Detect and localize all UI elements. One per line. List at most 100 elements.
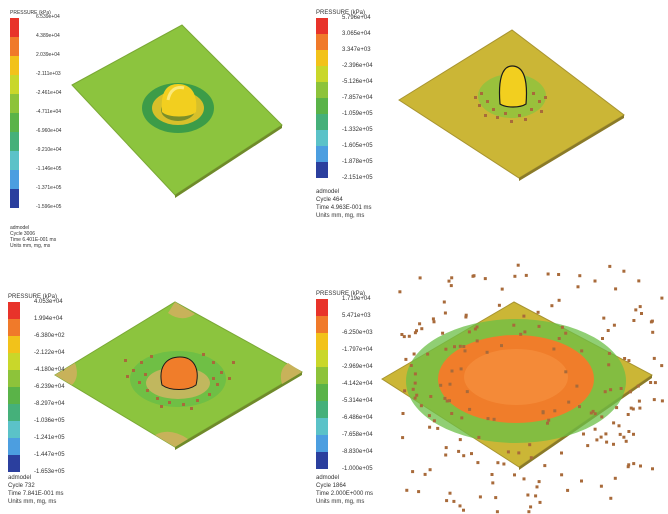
debris-particle	[547, 418, 551, 422]
debris-particle	[627, 430, 631, 433]
debris-particle	[639, 464, 642, 468]
debris-particle	[612, 323, 616, 327]
debris-particle	[431, 317, 435, 321]
debris-particle	[546, 272, 550, 276]
debris-particle	[560, 451, 563, 455]
tick-label: 6.539e+04	[36, 14, 60, 20]
debris-particle	[534, 494, 538, 498]
tick-label: -1.332e+05	[342, 127, 373, 133]
debris-particle	[413, 396, 417, 400]
debris-particle	[607, 363, 611, 367]
debris-particle	[638, 305, 642, 309]
debris-particle	[413, 331, 417, 335]
debris-particle	[496, 461, 500, 465]
debris-particle	[405, 488, 409, 492]
debris-particle	[614, 287, 618, 291]
debris-particle	[627, 463, 631, 467]
debris-particle	[599, 484, 603, 488]
legend-4: PRESSURE (kPa) 1.719e+04 5.471e+03 -6.25…	[316, 291, 406, 491]
debris-particle	[506, 450, 510, 454]
debris-particle	[450, 369, 454, 373]
tick-label: -1.146e+05	[36, 166, 62, 172]
tick-label: -5.314e+04	[342, 398, 373, 404]
tick-label: 5.796e+04	[342, 15, 371, 21]
debris-particle	[471, 274, 475, 278]
legend-3: PRESSURE (kPa) 4.053e+04 1.994e+04 -6.38…	[8, 294, 98, 494]
debris-particle	[580, 479, 583, 483]
debris-particle	[605, 440, 609, 444]
debris-particle	[536, 310, 540, 314]
color-bar	[8, 302, 20, 472]
corner-region	[168, 302, 195, 319]
debris-particle	[651, 330, 655, 334]
debris-particle	[546, 421, 549, 425]
time-label: Time 4.963E-001 ms	[316, 205, 372, 211]
debris-particle	[601, 337, 604, 340]
debris-particle	[550, 304, 554, 308]
debris-particle	[578, 405, 581, 409]
debris-particle	[523, 330, 527, 334]
debris-particle	[462, 454, 466, 458]
debris-particle	[436, 426, 440, 430]
debris-particle	[609, 496, 613, 500]
debris-particle	[612, 442, 615, 446]
tick-label: -1.653e+05	[34, 469, 65, 475]
debris-particle	[412, 352, 416, 356]
debris-particle	[578, 274, 582, 278]
tick-label: -4.142e+04	[342, 381, 373, 387]
debris-particle	[450, 276, 454, 280]
debris-particle	[615, 406, 619, 410]
debris-particle	[552, 347, 556, 351]
cycle-label: Cycle 732	[8, 483, 35, 489]
debris-particle	[445, 399, 449, 403]
debris-particle	[502, 462, 506, 466]
debris-particle	[494, 496, 498, 500]
debris-particle	[447, 279, 451, 283]
tick-label: 2.039e+04	[36, 52, 60, 58]
debris-particle	[652, 398, 656, 402]
units-label: Units mm, mg, ms	[10, 243, 51, 249]
corner-region	[155, 431, 188, 447]
debris-particle	[427, 414, 431, 418]
debris-particle	[535, 485, 539, 489]
debris-particle	[527, 510, 531, 514]
panel-3: PRESSURE (kPa) 4.053e+04 1.994e+04 -6.38…	[0, 257, 334, 514]
debris-particle	[528, 443, 532, 447]
tick-label: -5.126e+04	[342, 79, 373, 85]
debris-particle	[640, 312, 643, 315]
debris-particle	[463, 349, 467, 353]
debris-particle	[407, 334, 411, 338]
tick-label: -1.036e+05	[34, 418, 65, 424]
debris-particle	[560, 325, 564, 329]
debris-particle	[553, 409, 557, 413]
debris-particles	[124, 353, 235, 410]
debris-particle	[465, 390, 469, 394]
debris-particle	[576, 285, 580, 289]
cycle-label: Cycle 1864	[316, 483, 347, 489]
simulation-view-4	[381, 263, 664, 514]
debris-particle	[418, 322, 422, 326]
debris-particle	[529, 505, 533, 509]
debris-particle	[411, 470, 415, 474]
debris-particle	[622, 269, 626, 273]
debris-particle	[632, 432, 635, 436]
debris-particle	[467, 330, 471, 334]
units-label: Units mm, mg, ms	[8, 499, 57, 505]
legend-title: PRESSURE (kPa)	[8, 294, 58, 300]
color-bar	[316, 299, 328, 469]
debris-particle	[418, 276, 422, 280]
debris-particle	[417, 490, 421, 494]
debris-particle	[600, 415, 604, 419]
debris-particle	[575, 384, 579, 388]
debris-particle	[483, 277, 487, 281]
tick-label: 3.065e+04	[342, 31, 371, 37]
debris-particle	[428, 425, 432, 429]
cycle-label: Cycle 464	[316, 197, 343, 203]
debris-particle	[475, 325, 479, 329]
debris-particle	[557, 337, 561, 340]
debris-particle	[634, 308, 638, 312]
debris-particle	[458, 438, 462, 442]
debris-particle	[449, 284, 453, 288]
debris-particle	[529, 456, 533, 460]
debris-particle	[475, 339, 479, 343]
